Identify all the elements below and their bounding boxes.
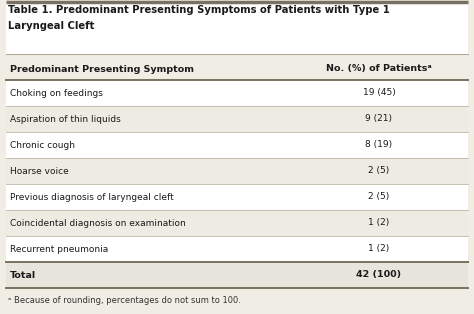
Bar xyxy=(6,236,468,262)
Bar xyxy=(6,158,468,184)
Bar xyxy=(6,132,468,158)
Text: Laryngeal Cleft: Laryngeal Cleft xyxy=(8,21,94,31)
Bar xyxy=(6,58,468,80)
Text: Hoarse voice: Hoarse voice xyxy=(10,166,69,176)
Text: 1 (2): 1 (2) xyxy=(368,245,390,253)
Bar xyxy=(6,210,468,236)
Bar xyxy=(6,2,468,54)
Bar xyxy=(6,80,468,106)
Text: Total: Total xyxy=(10,270,36,279)
Text: 9 (21): 9 (21) xyxy=(365,115,392,123)
Bar xyxy=(6,184,468,210)
Text: 42 (100): 42 (100) xyxy=(356,270,401,279)
Text: 2 (5): 2 (5) xyxy=(368,166,390,176)
Text: 1 (2): 1 (2) xyxy=(368,219,390,228)
Text: Table 1. Predominant Presenting Symptoms of Patients with Type 1: Table 1. Predominant Presenting Symptoms… xyxy=(8,5,390,15)
Text: 8 (19): 8 (19) xyxy=(365,140,392,149)
Text: Chronic cough: Chronic cough xyxy=(10,140,75,149)
Text: Choking on feedings: Choking on feedings xyxy=(10,89,103,98)
Text: ᵃ Because of rounding, percentages do not sum to 100.: ᵃ Because of rounding, percentages do no… xyxy=(8,296,241,305)
Text: Aspiration of thin liquids: Aspiration of thin liquids xyxy=(10,115,121,123)
Text: Predominant Presenting Symptom: Predominant Presenting Symptom xyxy=(10,64,194,73)
Text: Previous diagnosis of laryngeal cleft: Previous diagnosis of laryngeal cleft xyxy=(10,192,174,202)
Text: 2 (5): 2 (5) xyxy=(368,192,390,202)
Text: Recurrent pneumonia: Recurrent pneumonia xyxy=(10,245,108,253)
Bar xyxy=(6,106,468,132)
Bar xyxy=(6,262,468,288)
Text: 19 (45): 19 (45) xyxy=(363,89,395,98)
Text: Coincidental diagnosis on examination: Coincidental diagnosis on examination xyxy=(10,219,186,228)
Text: No. (%) of Patientsᵃ: No. (%) of Patientsᵃ xyxy=(326,64,432,73)
